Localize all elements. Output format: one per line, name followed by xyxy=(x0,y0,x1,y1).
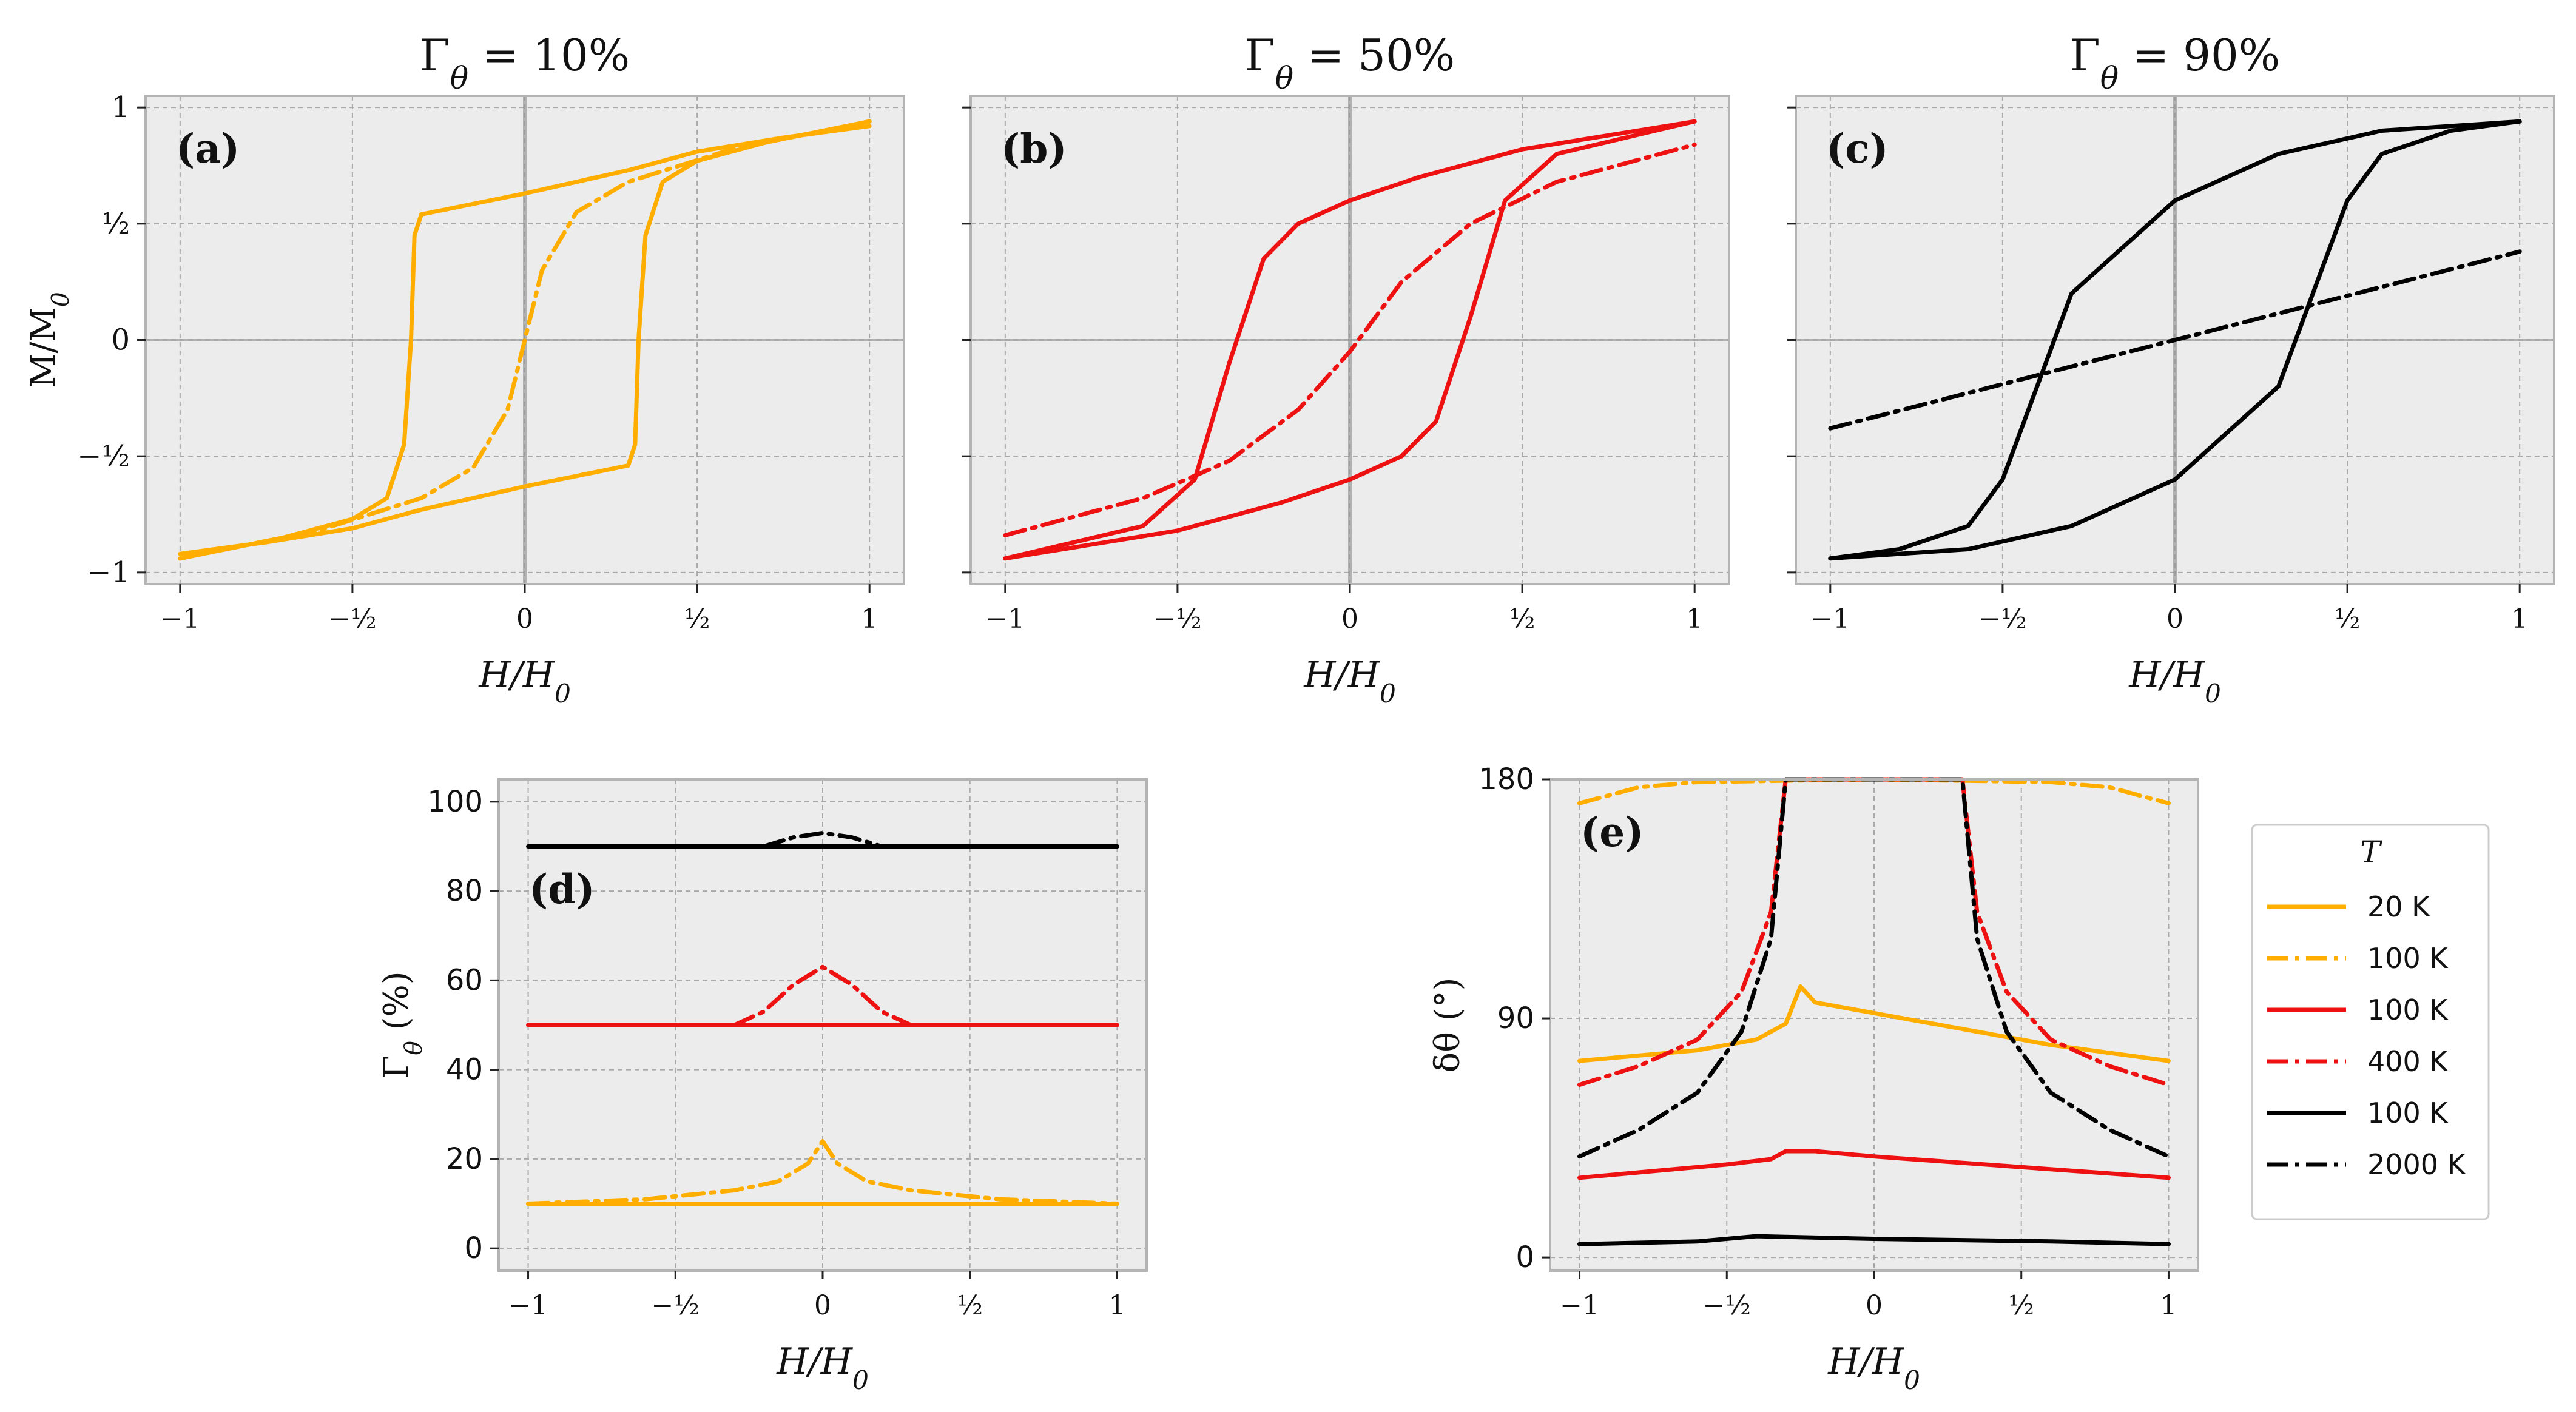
panel-b: −1 −½ 0 ½ 1 H/H0 Γθ = 50% (b) xyxy=(962,30,1730,708)
x-tick-label: −½ xyxy=(1153,603,1202,634)
series-line-c-0 xyxy=(1828,119,2522,561)
x-tick-label: 0 xyxy=(516,603,533,634)
x-tick-label: −1 xyxy=(1810,603,1850,634)
x-axis-label: H/H0 xyxy=(1827,1340,1920,1395)
series-line-e-4 xyxy=(1577,1234,2171,1246)
y-tick-label: 1 xyxy=(111,90,130,124)
y-tick-label: 60 xyxy=(446,963,483,997)
x-axis-label: H/H0 xyxy=(776,1340,869,1395)
x-tick-label: 0 xyxy=(1341,603,1358,634)
y-axis-label: δθ (°) xyxy=(1428,978,1468,1073)
y-tick-label: 20 xyxy=(446,1142,483,1176)
series-line-c-2 xyxy=(1828,249,2522,431)
series-line-c-1 xyxy=(1828,119,2522,561)
series-line-b-0 xyxy=(1003,119,1697,561)
panel-label: (b) xyxy=(1001,125,1067,172)
panel-c: −1 −½ 0 ½ 1 H/H0 Γθ = 90% (c) xyxy=(1787,30,2555,708)
legend-label: 400 K xyxy=(2367,1045,2449,1078)
y-tick-label: 90 xyxy=(1497,1001,1534,1035)
series-line-e-1 xyxy=(1577,777,2171,805)
x-tick-label: −½ xyxy=(328,603,377,634)
x-tick-label: −½ xyxy=(652,1290,700,1321)
legend-label: 2000 K xyxy=(2367,1148,2467,1181)
y-tick-label: 0 xyxy=(111,323,130,357)
y-axis-label: M/M0 xyxy=(24,292,75,388)
legend-box xyxy=(2251,824,2490,1220)
x-axis-label: H/H0 xyxy=(2128,654,2221,708)
y-tick-label: −1 xyxy=(87,556,130,590)
series-line-d-5 xyxy=(761,830,884,849)
x-tick-label: −1 xyxy=(985,603,1025,634)
x-tick-label: 1 xyxy=(2511,603,2528,634)
panel-title: Γθ = 90% xyxy=(2070,30,2280,96)
y-tick-label: 180 xyxy=(1479,762,1534,796)
legend-label: 100 K xyxy=(2367,1097,2449,1129)
y-tick-label: 40 xyxy=(446,1053,483,1087)
series-line-b-2 xyxy=(1003,143,1697,537)
y-tick-label: 100 xyxy=(427,785,483,819)
x-tick-label: −½ xyxy=(1978,603,2027,634)
y-axis-label: Γθ (%) xyxy=(377,971,428,1078)
panel-label: (a) xyxy=(176,125,240,172)
y-tick-label: 0 xyxy=(1516,1240,1534,1274)
y-tick-label: ½ xyxy=(101,207,130,241)
x-axis-label: H/H0 xyxy=(1303,654,1396,708)
x-tick-label: −1 xyxy=(160,603,200,634)
x-tick-label: ½ xyxy=(2335,603,2361,634)
panel-title: Γθ = 50% xyxy=(1245,30,1455,96)
legend: T 20 K 100 K 100 K 400 K 100 K 2000 K xyxy=(2251,824,2490,1220)
series-line-d-3 xyxy=(732,964,914,1027)
series-line-e-0 xyxy=(1577,984,2171,1063)
series-line-a-2 xyxy=(178,119,872,561)
x-tick-label: −1 xyxy=(1560,1290,1599,1321)
x-tick-label: 0 xyxy=(1866,1290,1883,1321)
x-tick-label: 1 xyxy=(1686,603,1703,634)
x-tick-label: 1 xyxy=(861,603,878,634)
y-tick-label: 80 xyxy=(446,874,483,908)
x-tick-label: −½ xyxy=(1703,1290,1752,1321)
series-line-e-2 xyxy=(1577,1149,2171,1180)
x-axis-label: H/H0 xyxy=(478,654,571,708)
x-tick-label: ½ xyxy=(684,603,710,634)
x-tick-label: ½ xyxy=(1509,603,1536,634)
legend-label: 20 K xyxy=(2367,890,2431,923)
series-line-d-1 xyxy=(526,1139,1119,1206)
y-tick-label: −½ xyxy=(77,439,130,473)
legend-label: 100 K xyxy=(2367,942,2449,975)
panel-a: −1 −½ 0 ½ 1 −1 −½ 0 ½ 1 H/H0 M/M0 Γθ = 10% (a) xyxy=(24,30,905,708)
panel-d: −1 −½ 0 ½ 1 0 20 40 60 80 100 H/H0 Γθ (%) (d) xyxy=(377,778,1148,1395)
x-tick-label: 1 xyxy=(2160,1290,2177,1321)
panel-label: (d) xyxy=(529,866,595,913)
x-tick-label: −1 xyxy=(508,1290,548,1321)
x-tick-label: 0 xyxy=(814,1290,831,1321)
legend-label: 100 K xyxy=(2367,993,2449,1026)
series-line-b-1 xyxy=(1003,119,1697,561)
panel-title: Γθ = 10% xyxy=(420,30,630,96)
y-tick-label: 0 xyxy=(464,1231,483,1265)
panel-label: (e) xyxy=(1580,809,1644,856)
x-tick-label: ½ xyxy=(2008,1290,2034,1321)
x-tick-label: ½ xyxy=(957,1290,983,1321)
x-tick-label: 1 xyxy=(1108,1290,1125,1321)
panel-e: −1 −½ 0 ½ 1 0 90 180 H/H0 δθ (°) (e) T 20 K 100 K 100 … xyxy=(1428,762,2490,1395)
legend-title: T xyxy=(2360,835,2382,870)
x-tick-label: 0 xyxy=(2166,603,2183,634)
panel-label: (c) xyxy=(1826,125,1889,172)
